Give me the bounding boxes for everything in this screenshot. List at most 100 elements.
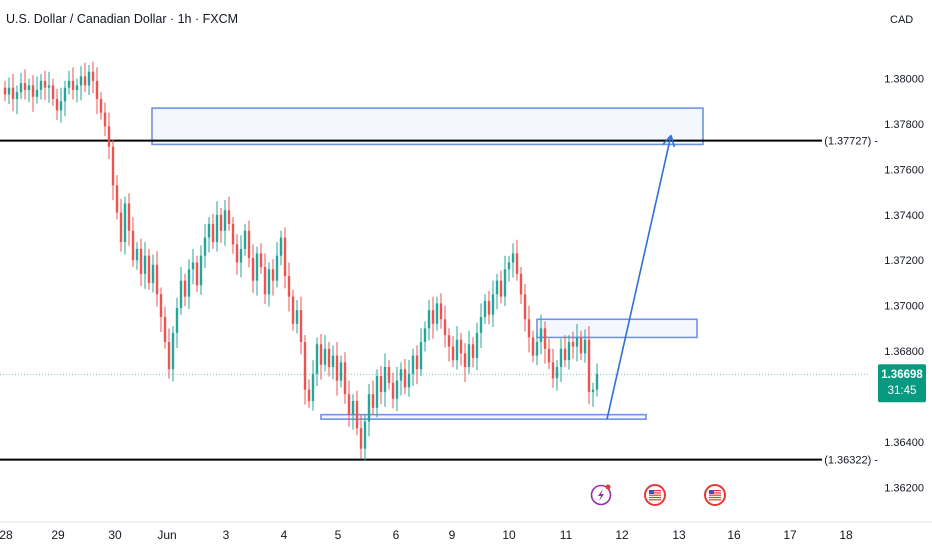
symbol-title[interactable]: U.S. Dollar / Canadian Dollar · 1h · FXC… [6,12,238,26]
events-layer[interactable] [590,484,726,506]
candle-body [351,401,355,415]
candles-layer [3,61,599,461]
candle-body [347,394,351,415]
price-axis[interactable] [870,0,932,522]
candle-body [559,348,563,367]
flag-stripe [649,499,661,501]
candle-body [43,80,47,88]
flag-stripe [709,499,721,501]
y-tick-label: 1.37400 [884,210,924,222]
x-tick-label: 30 [108,528,122,542]
flag-canton [649,490,654,494]
level-label: (1.36322) - [824,455,878,467]
level-label: (1.37727) - [824,136,878,148]
candle-body [287,276,291,297]
candle-body [103,112,107,127]
candle-body [99,99,103,113]
currency-label: CAD [890,14,913,26]
candle-body [127,203,131,231]
arrow-head [670,135,676,148]
y-tick-label: 1.36200 [884,482,924,494]
candle-body [207,223,211,238]
candle-body [311,373,315,402]
candle-body [411,355,415,374]
y-tick-label: 1.37200 [884,255,924,267]
candle-body [135,248,139,261]
candle-body [451,346,455,361]
candle-body [551,362,555,379]
candle-body [323,348,327,365]
us-flag-icon[interactable] [644,484,666,506]
candle-body [391,382,395,399]
candle-body [515,253,519,274]
flag-stripe [709,492,721,494]
candle-body [215,214,219,243]
candle-body [3,87,7,95]
y-tick-label: 1.37600 [884,164,924,176]
candle-body [535,341,539,356]
candle-body [507,262,511,270]
candle-body [567,341,571,361]
candle-body [383,366,387,392]
candle-body [15,92,19,100]
candle-body [191,262,195,270]
flag-stripe [709,496,721,499]
candle-body [299,310,303,342]
candle-body [395,380,399,399]
candle-body [307,389,311,402]
candle-body [143,255,147,274]
projection-arrow [606,134,676,420]
candle-body [27,85,31,90]
candle-body [79,76,83,86]
candle-body [155,264,159,295]
candle-body [503,269,507,297]
candle-body [275,255,279,281]
candle-body [203,237,207,256]
candle-body [531,337,535,356]
candle-body [315,344,319,374]
candle-body [11,87,15,100]
x-tick-label: 11 [560,528,573,542]
candle-body [219,214,223,231]
candle-body [555,366,559,379]
candle-body [495,280,499,295]
candle-body [115,185,119,213]
x-tick-label: 18 [839,528,853,542]
x-tick-label: 6 [393,528,400,542]
candle-body [279,237,283,256]
candle-body [435,303,439,324]
candle-body [271,269,275,281]
candle-body [431,310,435,324]
y-tick-label: 1.36400 [884,437,924,449]
candle-body [467,344,471,367]
candle-body [415,355,419,370]
candle-body [267,269,271,295]
candle-body [587,339,591,392]
x-tick-label: 9 [449,528,456,542]
us-flag-icon[interactable] [704,484,726,506]
candle-body [579,337,583,354]
current-price-value: 1.36698 [881,369,923,381]
x-tick-label: 4 [281,528,288,542]
candle-body [407,373,411,388]
candle-body [187,269,191,297]
candle-body [439,303,443,320]
candle-body [487,301,491,315]
candle-body [35,89,39,97]
candle-body [223,210,227,231]
candle-body [455,339,459,361]
x-tick-label: Jun [157,528,176,542]
candle-body [195,262,199,286]
candle-body [131,230,135,261]
candle-body [295,310,299,324]
candle-body [83,76,87,86]
candle-body [511,253,515,263]
candle-body [67,80,71,88]
candle-body [139,248,143,274]
candle-body [479,317,483,333]
x-tick-label: 13 [672,528,686,542]
event-dot [605,484,611,490]
lightning-icon[interactable] [590,484,612,506]
